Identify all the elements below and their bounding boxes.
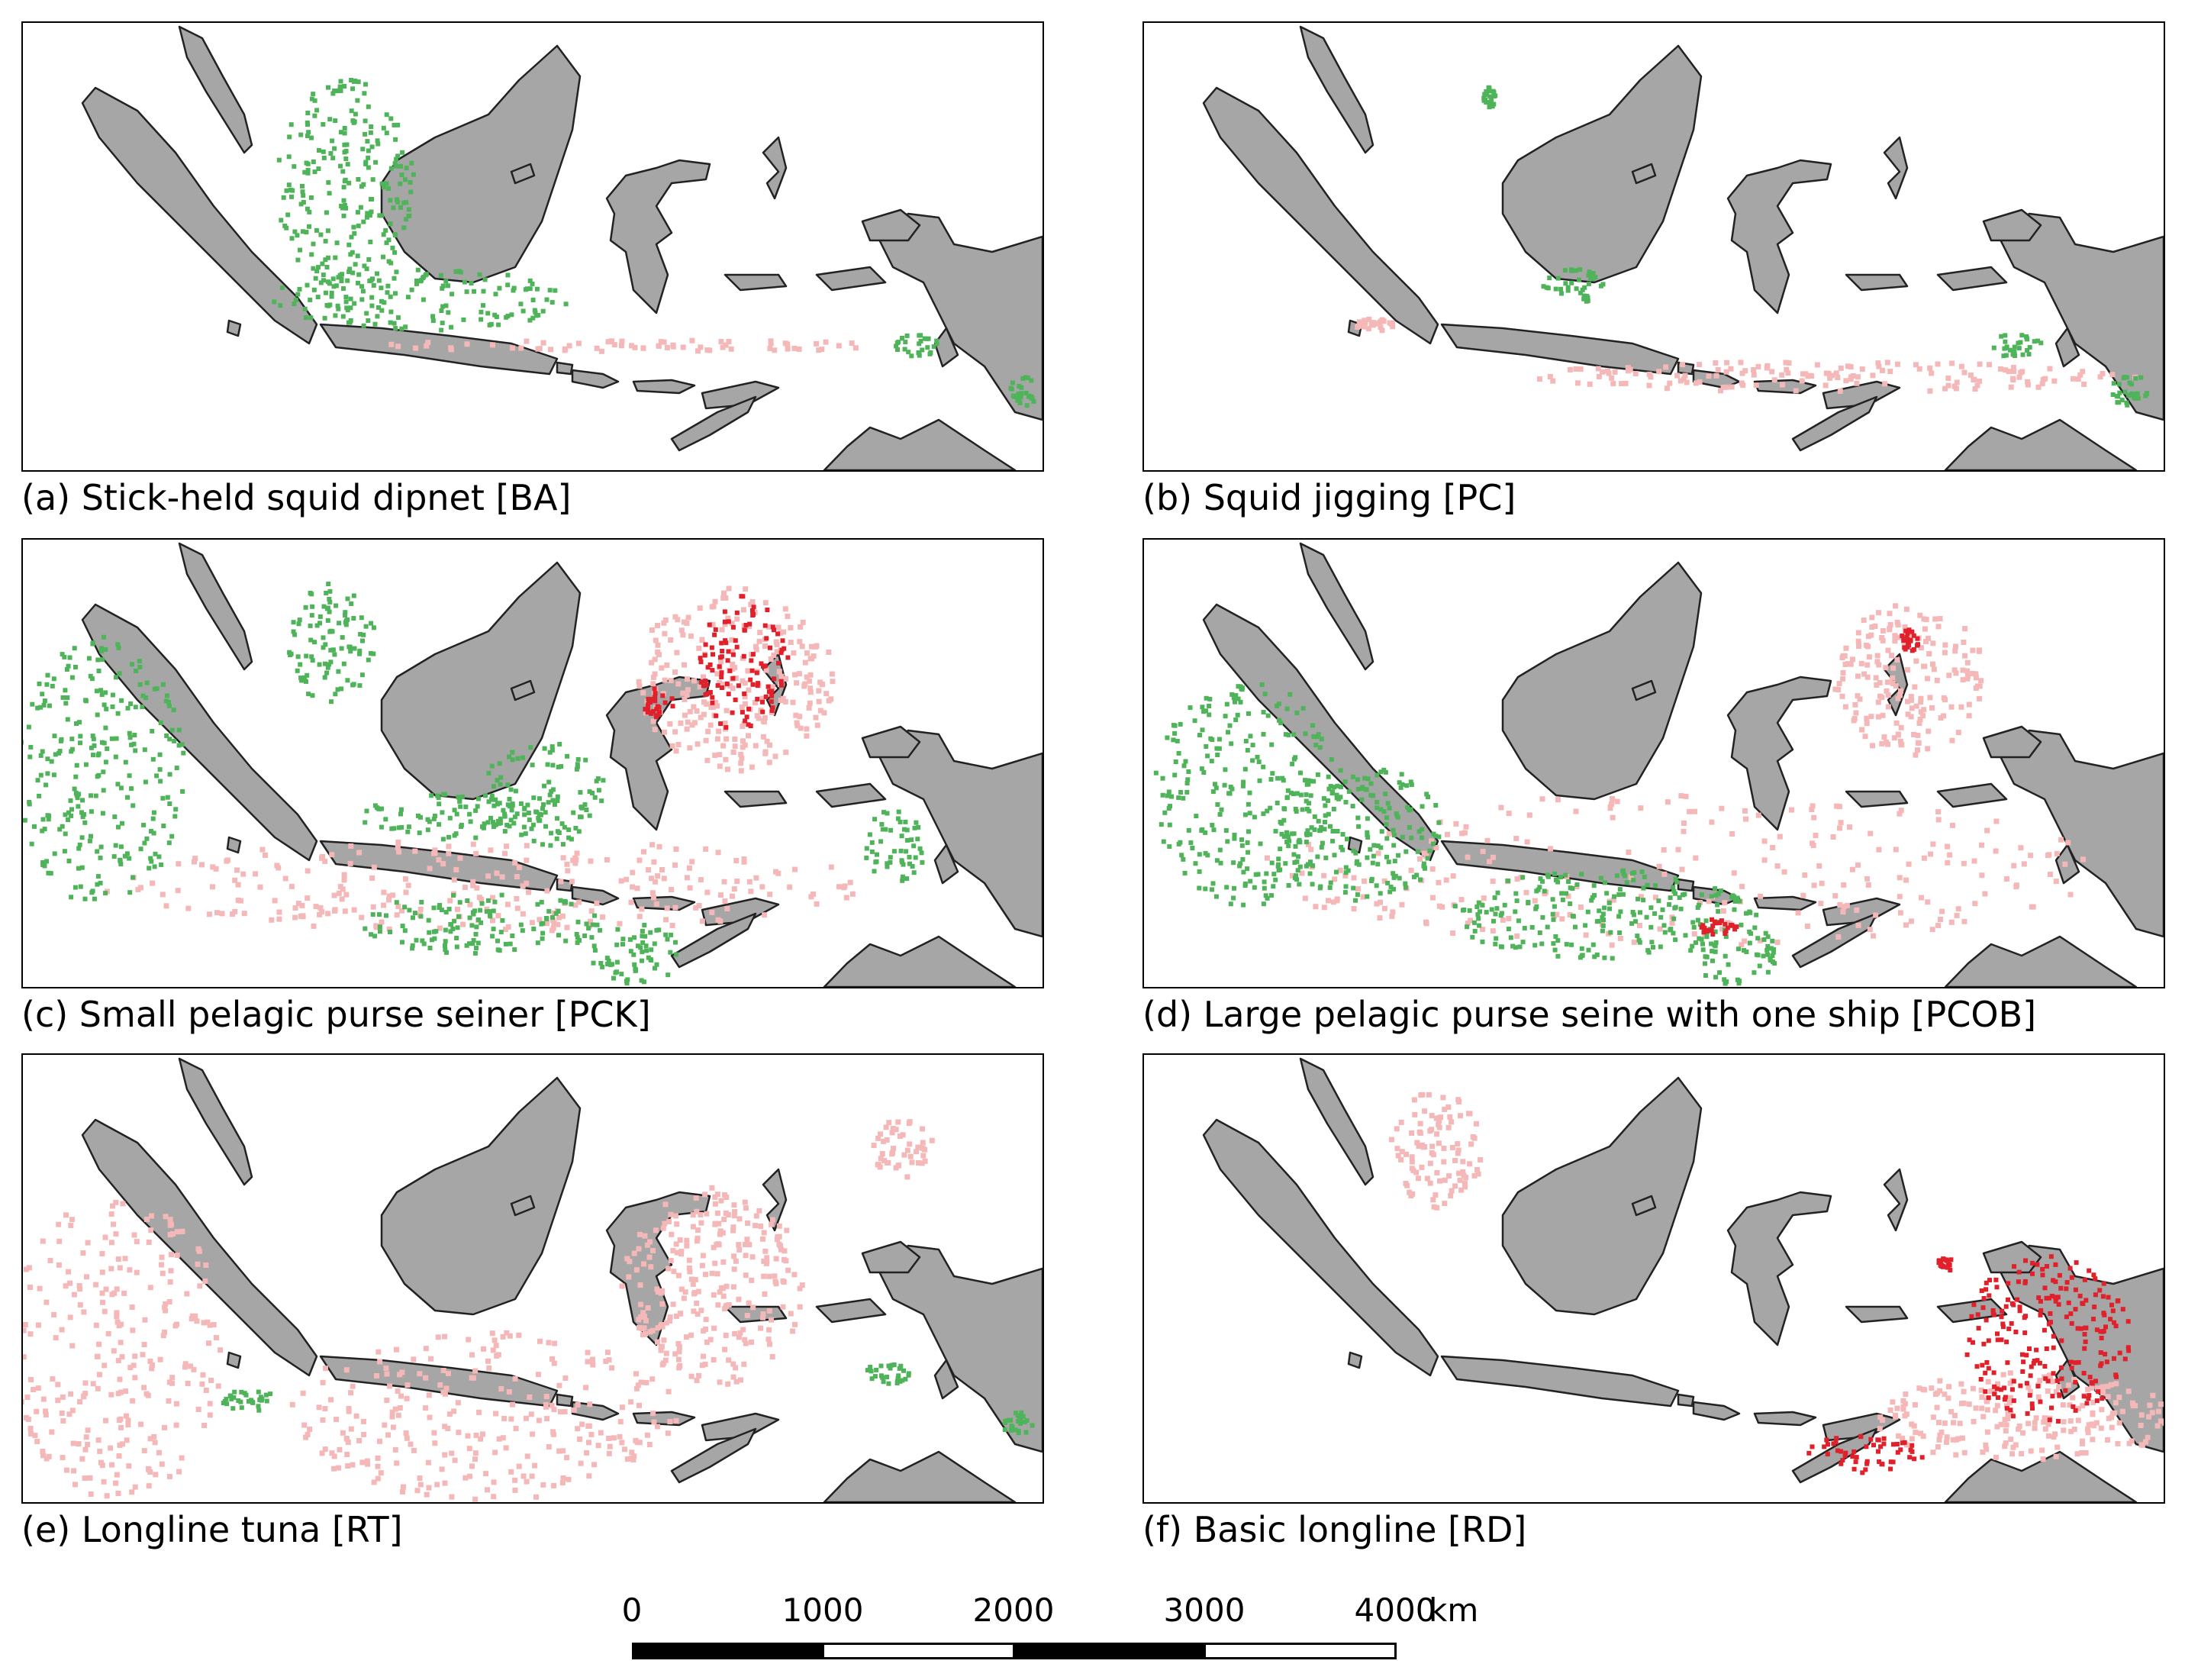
medium-activity-area [1153,682,1339,908]
low-activity-area [619,1185,805,1387]
medium-activity-area [287,582,376,705]
caption-c: (c) Small pelagic purse seiner [PCK] [21,994,651,1035]
medium-activity-area [894,333,939,359]
medium-activity-area [1688,922,1777,986]
high-activity-area [643,686,675,720]
map-panel-f [1142,1053,2165,1504]
medium-activity-area [272,267,569,333]
low-activity-area [1355,316,1396,334]
caption-e: (e) Longline tuna [RT] [21,1509,403,1550]
map-d [1153,542,2164,987]
scalebar-tick-1000: 1000 [782,1591,864,1629]
medium-activity-area [1452,868,1759,961]
low-activity-area [388,337,859,354]
high-activity-area [1900,627,1920,653]
high-activity-area [1936,1256,1954,1272]
medium-activity-area [1541,267,1606,304]
medium-activity-area [486,742,606,848]
medium-activity-area [591,923,678,986]
low-activity-area [1877,1370,2164,1462]
medium-activity-area [1008,375,1036,408]
map-panel-d [1142,538,2165,988]
map-panel-c [21,538,1044,988]
scalebar-tick-4000: 4000 [1354,1591,1436,1629]
caption-f: (f) Basic longline [RD] [1142,1509,1527,1550]
low-activity-area [289,1330,679,1502]
medium-activity-area [1002,1410,1035,1436]
high-activity-area [698,594,791,730]
medium-activity-area [865,1362,911,1386]
medium-activity-area [363,792,543,842]
map-b [1202,25,2164,470]
medium-activity-area [363,892,603,956]
medium-activity-area [23,634,186,901]
map-a [81,25,1043,470]
scalebar-tick-0: 0 [621,1591,643,1629]
low-activity-area [636,585,836,774]
high-activity-area [1699,917,1739,937]
low-activity-area [104,840,856,934]
high-activity-area [1964,1254,2132,1424]
scalebar-tick-2000: 2000 [972,1591,1055,1629]
low-activity-area [23,1199,224,1499]
scalebar-segment-3 [1013,1643,1206,1659]
caption-d: (d) Large pelagic purse seine with one s… [1142,994,2037,1035]
map-panel-b [1142,21,2165,472]
scalebar-segment-1 [632,1643,824,1659]
medium-activity-area [864,809,925,883]
map-c [23,542,1043,987]
medium-activity-area [1481,85,1498,110]
medium-activity-area [1278,767,1442,903]
caption-b: (b) Squid jigging [PC] [1142,477,1516,518]
scalebar-segment-2 [822,1643,1015,1659]
medium-activity-area [276,78,416,289]
low-activity-area [1832,603,1984,758]
low-activity-area [1388,1092,1484,1211]
low-activity-area [1536,360,2138,394]
scalebar-tick-3000: 3000 [1163,1591,1246,1629]
map-panel-e [21,1053,1044,1504]
medium-activity-area [2110,375,2150,408]
medium-activity-area [221,1389,273,1413]
scalebar-unit: km [1429,1591,1479,1629]
medium-activity-area [1991,333,2044,359]
map-e [23,1057,1043,1502]
high-activity-area [1806,1433,1925,1475]
caption-a: (a) Stick-held squid dipnet [BA] [21,477,572,518]
scalebar-segment-4 [1204,1643,1397,1659]
map-f [1202,1057,2164,1502]
map-panel-a [21,21,1044,472]
low-activity-area [871,1119,935,1180]
